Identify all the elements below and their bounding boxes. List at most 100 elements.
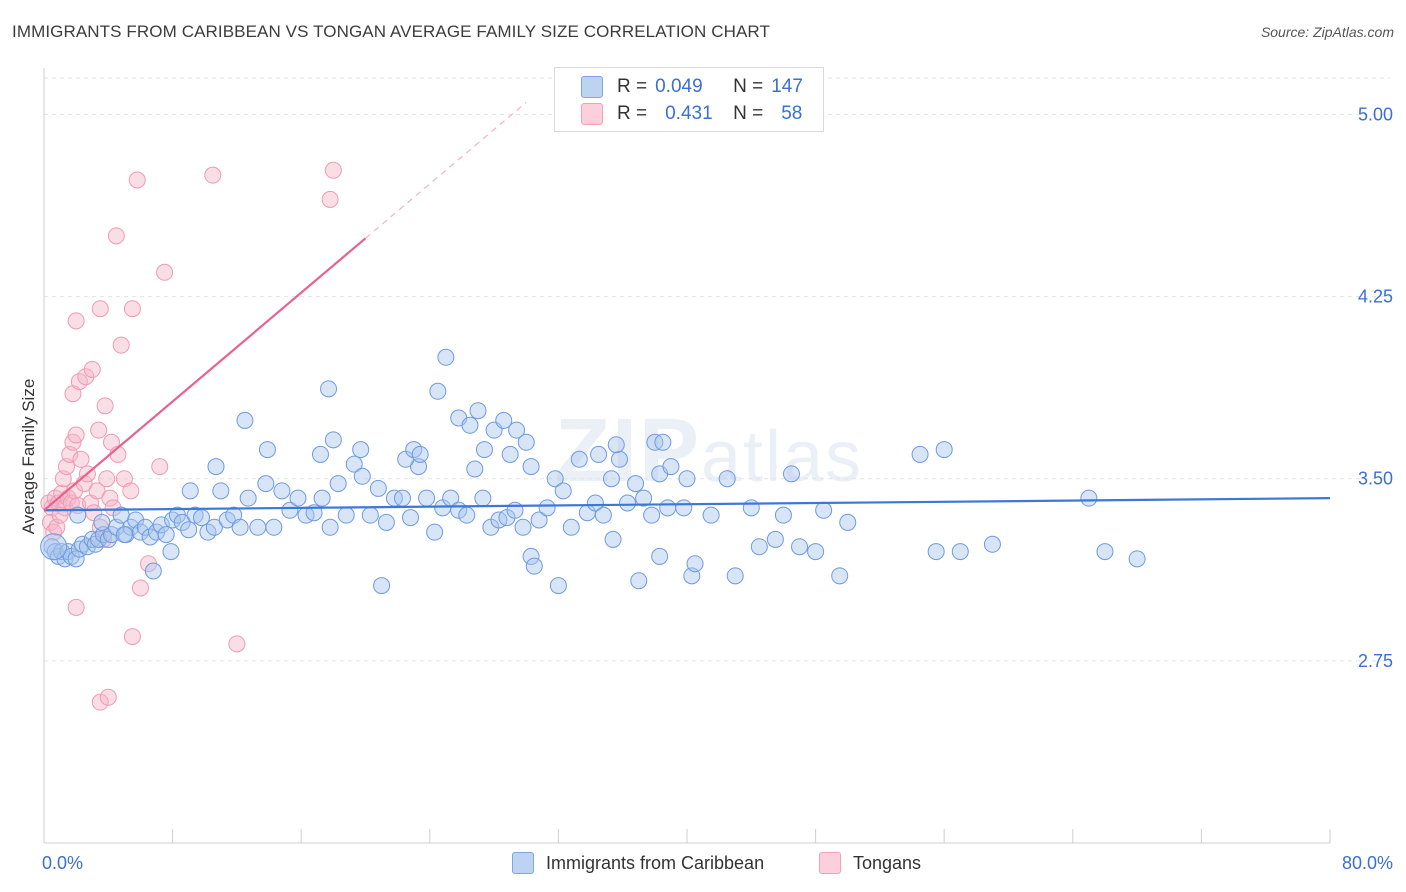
legend-label-caribbean: Immigrants from Caribbean <box>546 852 765 873</box>
data-point-caribbean <box>311 445 329 463</box>
data-point-caribbean <box>686 555 704 573</box>
data-point-caribbean <box>517 433 535 451</box>
data-point-caribbean <box>67 550 85 568</box>
data-point-caribbean <box>594 506 612 524</box>
data-point-caribbean <box>807 543 825 561</box>
data-point-caribbean <box>180 521 198 539</box>
data-point-caribbean <box>546 470 564 488</box>
data-point-caribbean <box>619 494 637 512</box>
data-point-caribbean-cluster <box>40 533 68 561</box>
data-point-caribbean <box>352 441 370 459</box>
data-point-caribbean <box>782 465 800 483</box>
data-point-tongans <box>131 579 149 597</box>
data-point-caribbean <box>205 518 223 536</box>
data-point-caribbean <box>501 445 519 463</box>
data-point-tongans <box>67 426 85 444</box>
data-point-caribbean <box>321 518 339 536</box>
swatch-tongans <box>581 103 603 125</box>
data-point-tongans <box>122 482 140 500</box>
data-point-tongans <box>112 336 130 354</box>
data-point-caribbean <box>554 482 572 500</box>
data-point-caribbean <box>508 421 526 439</box>
data-point-tongans <box>228 635 246 653</box>
data-point-caribbean <box>324 431 342 449</box>
data-point-caribbean <box>659 499 677 517</box>
data-point-caribbean <box>313 489 331 507</box>
data-point-caribbean <box>320 380 338 398</box>
data-point-tongans <box>204 166 222 184</box>
r-label: R = <box>617 76 648 97</box>
data-point-caribbean <box>115 526 133 544</box>
data-point-caribbean <box>726 567 744 585</box>
legend-swatch-tongans <box>819 852 841 874</box>
data-point-tongans <box>128 171 146 189</box>
y-tick-label: 4.25 <box>1358 287 1393 307</box>
data-point-caribbean <box>257 475 275 493</box>
legend-label-tongans: Tongans <box>853 852 922 873</box>
data-point-caribbean <box>461 416 479 434</box>
data-point-caribbean <box>1080 489 1098 507</box>
data-point-caribbean <box>815 501 833 519</box>
x-tick-label: 0.0% <box>42 853 83 873</box>
data-point-tongans <box>90 421 108 439</box>
data-point-caribbean <box>289 489 307 507</box>
data-point-caribbean <box>1096 543 1114 561</box>
data-point-caribbean <box>831 567 849 585</box>
data-point-caribbean <box>152 516 170 534</box>
n-label: N = <box>733 103 764 124</box>
data-point-tongans <box>101 489 119 507</box>
data-point-caribbean <box>627 475 645 493</box>
data-point-caribbean <box>466 460 484 478</box>
data-point-caribbean <box>750 538 768 556</box>
data-point-caribbean <box>369 479 387 497</box>
data-point-tongans <box>72 450 90 468</box>
data-point-tongans <box>96 397 114 415</box>
data-point-caribbean <box>74 535 92 553</box>
data-point-caribbean <box>411 445 429 463</box>
data-point-caribbean <box>604 530 622 548</box>
data-point-caribbean <box>475 441 493 459</box>
y-tick-label: 3.50 <box>1358 469 1393 489</box>
data-point-caribbean <box>495 411 513 429</box>
data-point-caribbean <box>522 458 540 476</box>
data-point-caribbean <box>651 547 669 565</box>
data-point-caribbean <box>951 543 969 561</box>
data-point-caribbean <box>474 489 492 507</box>
series-legend: Immigrants from Caribbean Tongans <box>0 852 1406 878</box>
data-point-caribbean <box>654 433 672 451</box>
data-point-tongans <box>151 458 169 476</box>
n-value: 147 <box>771 76 803 97</box>
legend-item-caribbean: Immigrants from Caribbean <box>512 852 764 874</box>
data-point-caribbean <box>429 382 447 400</box>
data-point-tongans <box>91 693 109 711</box>
data-point-caribbean <box>630 572 648 590</box>
y-tick-label: 2.75 <box>1358 651 1393 671</box>
data-point-caribbean <box>353 467 371 485</box>
data-point-caribbean <box>635 489 653 507</box>
data-point-caribbean <box>935 441 953 459</box>
data-point-caribbean <box>361 506 379 524</box>
data-point-caribbean <box>766 530 784 548</box>
data-point-caribbean <box>590 445 608 463</box>
data-point-caribbean <box>418 489 436 507</box>
legend-item-tongans: Tongans <box>819 852 921 874</box>
x-tick-label: 80.0% <box>1342 853 1393 873</box>
data-point-caribbean <box>675 499 693 517</box>
stats-legend: R = 0.049 N = 147 R = 0.431 N = 58 <box>554 67 824 132</box>
data-point-caribbean <box>791 538 809 556</box>
data-point-caribbean <box>345 455 363 473</box>
data-point-caribbean <box>186 506 204 524</box>
data-point-tongans <box>123 300 141 318</box>
n-value: 58 <box>781 103 803 124</box>
data-point-caribbean <box>643 506 661 524</box>
data-point-tongans <box>324 161 342 179</box>
data-point-tongans <box>77 368 95 386</box>
data-point-caribbean <box>157 526 175 544</box>
data-point-tongans <box>91 300 109 318</box>
n-label: N = <box>733 76 764 97</box>
trend-line-tongans-extension <box>365 101 527 239</box>
data-point-tongans <box>67 312 85 330</box>
data-point-caribbean <box>69 506 87 524</box>
data-point-caribbean <box>839 513 857 531</box>
